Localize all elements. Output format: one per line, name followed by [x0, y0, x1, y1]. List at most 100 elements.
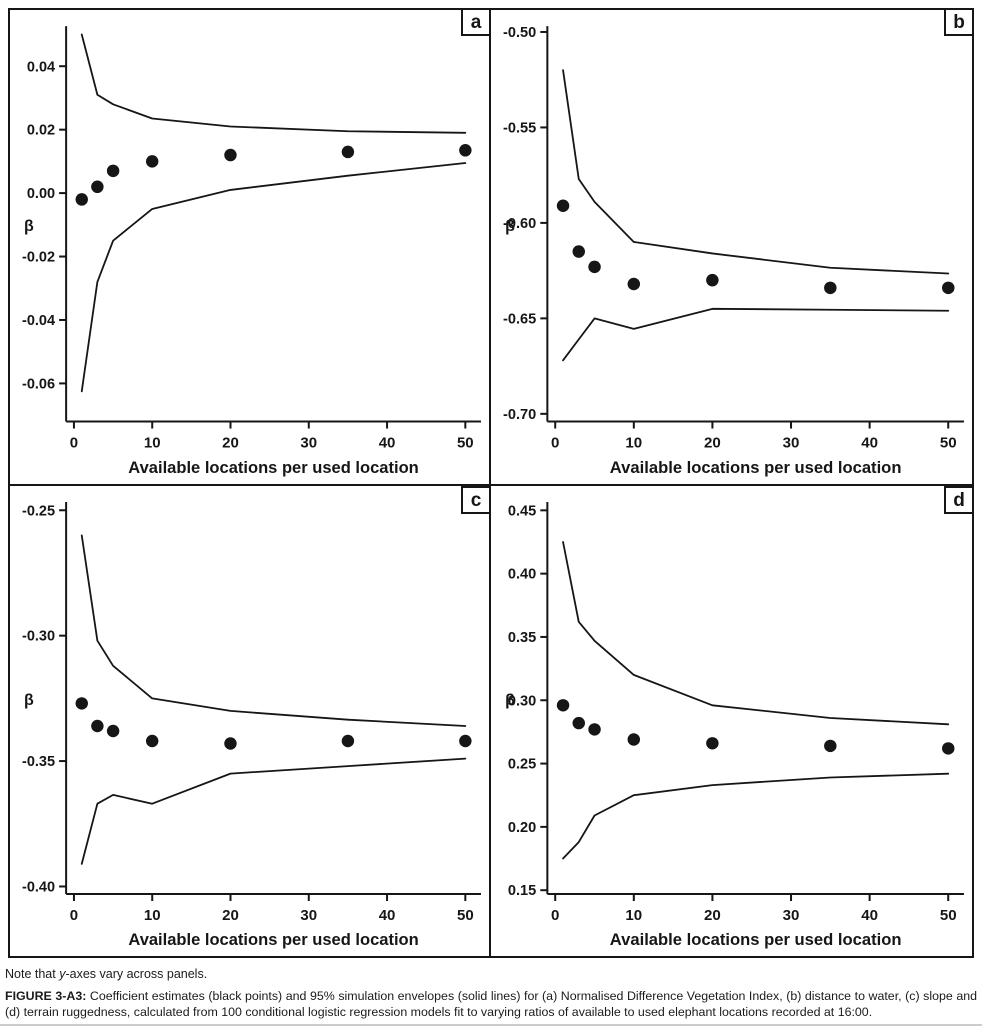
- y-tick-label: 0.25: [508, 757, 536, 773]
- figure-note: Note that y-axes vary across panels.: [5, 967, 977, 981]
- note-suffix: -axes vary across panels.: [65, 967, 208, 981]
- y-tick-label: -0.30: [22, 629, 55, 645]
- page-bottom-rule: [0, 1024, 982, 1026]
- panel-b-label: b: [944, 8, 974, 36]
- x-axis-title: Available locations per used location: [610, 458, 902, 477]
- y-tick-label: -0.04: [22, 313, 56, 329]
- x-tick-label: 30: [300, 435, 317, 452]
- data-point: [942, 281, 955, 295]
- x-tick-label: 50: [940, 435, 957, 452]
- data-point: [75, 193, 88, 206]
- y-tick-label: 0.15: [508, 883, 536, 899]
- data-point: [572, 245, 585, 258]
- data-point: [824, 739, 837, 753]
- data-point: [145, 734, 159, 748]
- data-point: [706, 737, 719, 750]
- y-axis-title: β: [505, 217, 515, 235]
- y-tick-label: 0.02: [27, 123, 55, 139]
- x-tick-label: 50: [457, 907, 474, 924]
- figure-caption-label: FIGURE 3-A3:: [5, 989, 87, 1003]
- data-point: [75, 697, 88, 710]
- lower-envelope-line: [562, 772, 950, 860]
- data-point: [145, 155, 159, 168]
- lower-envelope-line: [80, 757, 467, 865]
- data-point: [91, 180, 104, 194]
- x-tick-label: 20: [222, 435, 239, 452]
- panel-c-label: c: [461, 486, 491, 514]
- x-tick-label: 10: [144, 435, 161, 452]
- data-point: [588, 260, 601, 274]
- x-tick-label: 0: [551, 907, 559, 924]
- y-tick-label: -0.25: [22, 503, 55, 519]
- upper-envelope-line: [80, 534, 467, 727]
- panel-grid: 0.04 0.02 0.00 -0.02 -0.04 -0.06 0 10 20 30 40 50 β A…: [8, 8, 974, 958]
- y-tick-label: 0.20: [508, 820, 536, 836]
- x-tick-label: 50: [457, 435, 474, 452]
- data-point: [556, 199, 570, 213]
- data-point: [341, 145, 355, 159]
- y-tick-label: 0.35: [508, 630, 536, 646]
- y-tick-label: -0.06: [22, 376, 55, 392]
- data-point: [106, 724, 120, 738]
- x-tick-label: 30: [783, 435, 800, 452]
- panel-a-label: a: [461, 8, 491, 36]
- data-point: [341, 734, 355, 748]
- data-point: [627, 733, 641, 746]
- note-prefix: Note that: [5, 967, 60, 981]
- y-tick-label: -0.40: [22, 879, 55, 895]
- y-tick-label: 0.04: [27, 59, 56, 75]
- x-tick-label: 0: [70, 435, 78, 452]
- y-tick-label: -0.35: [22, 754, 55, 770]
- data-point: [91, 719, 104, 733]
- y-tick-label: -0.02: [22, 250, 55, 266]
- y-tick-label: 0.45: [508, 503, 536, 519]
- note-italic-y: y: [59, 967, 66, 981]
- x-tick-label: 40: [861, 435, 878, 452]
- upper-envelope-line: [80, 33, 467, 134]
- panel-d-chart: 0.45 0.40 0.35 0.30 0.25 0.20 0.15 0 10 20 30 40 50 β…: [505, 502, 964, 949]
- data-point: [224, 148, 237, 162]
- data-point: [459, 144, 472, 157]
- data-point: [942, 742, 955, 755]
- data-point: [572, 716, 585, 730]
- panel-b: -0.50 -0.55 -0.60 -0.65 -0.70 0 10 20 30 40 50 β Ava…: [491, 8, 974, 486]
- upper-envelope-line: [562, 541, 950, 726]
- figure-caption-text: Coefficient estimates (black points) and…: [5, 989, 977, 1019]
- data-point: [224, 737, 237, 750]
- data-point: [706, 273, 719, 287]
- x-tick-label: 40: [379, 907, 396, 924]
- y-tick-label: 0.00: [27, 186, 55, 202]
- x-axis-title: Available locations per used location: [128, 458, 418, 477]
- data-point: [556, 699, 570, 712]
- x-tick-label: 30: [783, 907, 800, 924]
- y-tick-label: 0.40: [508, 567, 536, 583]
- data-point: [627, 277, 641, 291]
- y-axis-title: β: [505, 691, 515, 709]
- x-tick-label: 0: [70, 907, 78, 924]
- y-tick-label: -0.50: [503, 25, 536, 41]
- x-tick-label: 20: [222, 907, 239, 924]
- data-point: [459, 734, 472, 748]
- x-tick-label: 10: [625, 435, 642, 452]
- x-tick-label: 50: [940, 907, 957, 924]
- panel-b-chart: -0.50 -0.55 -0.60 -0.65 -0.70 0 10 20 30 40 50 β Ava…: [503, 25, 964, 477]
- y-tick-label: -0.65: [503, 311, 536, 327]
- x-tick-label: 20: [704, 907, 721, 924]
- upper-envelope-line: [562, 69, 950, 275]
- y-axis-title: β: [24, 692, 34, 709]
- x-tick-label: 0: [551, 435, 559, 452]
- y-tick-label: -0.60: [503, 216, 536, 232]
- x-axis-title: Available locations per used location: [128, 931, 418, 949]
- panel-a-chart: 0.04 0.02 0.00 -0.02 -0.04 -0.06 0 10 20 30 40 50 β A…: [22, 26, 481, 477]
- data-point: [824, 281, 837, 295]
- data-point: [106, 164, 120, 178]
- lower-envelope-line: [562, 307, 950, 362]
- y-tick-label: -0.55: [503, 120, 536, 136]
- y-tick-label: -0.70: [503, 407, 536, 423]
- y-axis-title: β: [24, 217, 34, 235]
- panel-a: 0.04 0.02 0.00 -0.02 -0.04 -0.06 0 10 20 30 40 50 β A…: [8, 8, 491, 486]
- y-tick-label: 0.30: [508, 693, 536, 709]
- lower-envelope-line: [80, 162, 467, 393]
- x-tick-label: 10: [144, 907, 161, 924]
- x-tick-label: 20: [704, 435, 721, 452]
